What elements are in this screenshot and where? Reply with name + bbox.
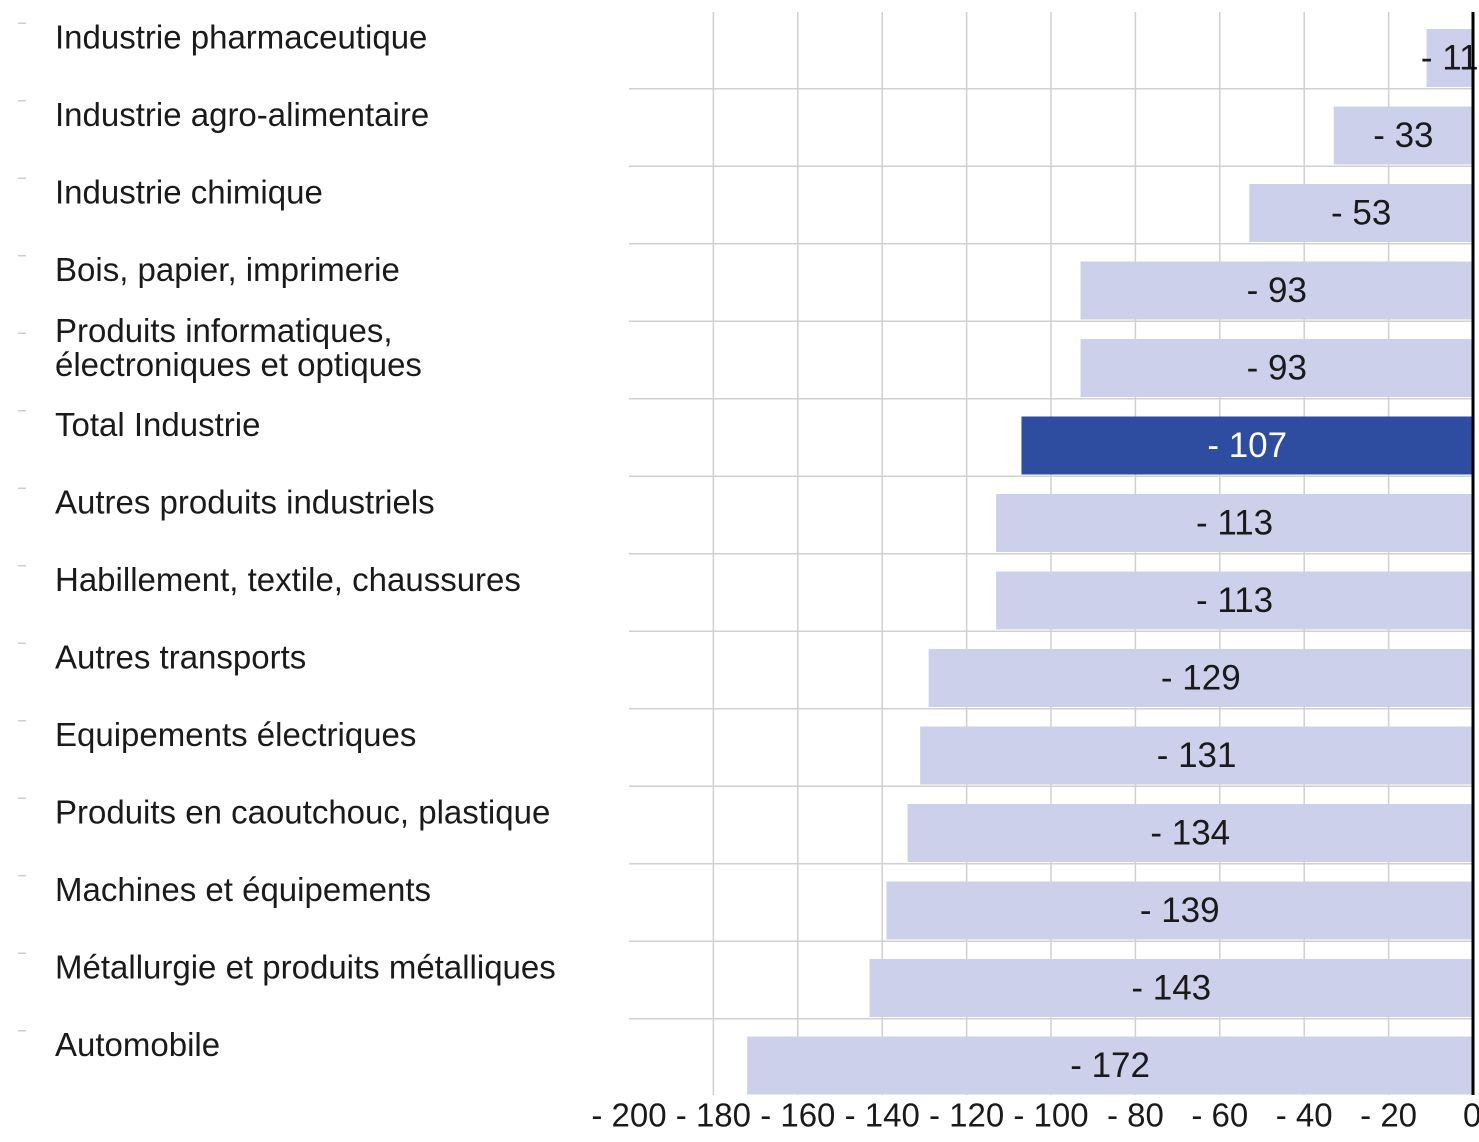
- bar: [996, 571, 1473, 630]
- bar: [886, 881, 1473, 940]
- value-label: - 53: [1331, 193, 1391, 232]
- category-label: Machines et équipements: [55, 871, 431, 908]
- category-label: Produits informatiques, électroniques et …: [55, 312, 422, 383]
- x-tick-label: - 200: [591, 1097, 666, 1134]
- category-label: Automobile: [55, 1026, 220, 1063]
- category-label: Autres transports: [55, 639, 306, 676]
- category-label: Métallurgie et produits métalliques: [55, 949, 556, 986]
- value-label: - 131: [1157, 736, 1237, 775]
- bar: [1080, 261, 1473, 320]
- bar: [1426, 29, 1473, 87]
- category-label: Industrie pharmaceutique: [55, 19, 427, 56]
- bar: [920, 726, 1473, 785]
- category-label: Autres produits industriels: [55, 484, 435, 521]
- x-tick-label: 0: [1463, 1097, 1479, 1134]
- bar: [996, 494, 1473, 552]
- value-label: - 93: [1247, 348, 1307, 387]
- category-label: Produits en caoutchouc, plastique: [55, 794, 550, 831]
- bar: [907, 804, 1473, 862]
- category-label: Total Industrie: [55, 406, 260, 443]
- bar: [747, 1036, 1473, 1095]
- bar: [1333, 106, 1473, 165]
- x-tick-label: - 160: [760, 1097, 835, 1134]
- x-tick-label: - 100: [1013, 1097, 1088, 1134]
- value-label: - 11: [1421, 38, 1479, 77]
- value-label: - 172: [1070, 1046, 1150, 1085]
- value-label: - 113: [1196, 503, 1273, 542]
- value-label: - 129: [1161, 658, 1241, 697]
- x-tick-label: - 80: [1107, 1097, 1164, 1134]
- category-label: Bois, papier, imprimerie: [55, 251, 400, 288]
- value-label: - 113: [1196, 581, 1273, 620]
- x-tick-label: - 180: [676, 1097, 751, 1134]
- category-label: Industrie chimique: [55, 174, 323, 211]
- value-label: - 107: [1207, 426, 1287, 465]
- bar: [869, 959, 1473, 1017]
- category-label: Industrie agro-alimentaire: [55, 96, 429, 133]
- x-tick-label: - 20: [1360, 1097, 1417, 1134]
- value-label: - 139: [1140, 891, 1220, 930]
- value-label: - 33: [1373, 116, 1433, 155]
- x-tick-label: - 60: [1191, 1097, 1248, 1134]
- bar: [928, 649, 1473, 707]
- bar: [1080, 339, 1473, 397]
- bar: [1249, 184, 1473, 242]
- x-tick-label: - 40: [1276, 1097, 1333, 1134]
- bar: [1021, 416, 1473, 475]
- value-label: - 93: [1247, 271, 1307, 310]
- category-label: Equipements électriques: [55, 716, 416, 753]
- x-tick-label: - 120: [929, 1097, 1004, 1134]
- value-label: - 143: [1131, 968, 1211, 1007]
- x-tick-label: - 140: [845, 1097, 920, 1134]
- category-label: Habillement, textile, chaussures: [55, 561, 521, 598]
- value-label: - 134: [1150, 813, 1230, 852]
